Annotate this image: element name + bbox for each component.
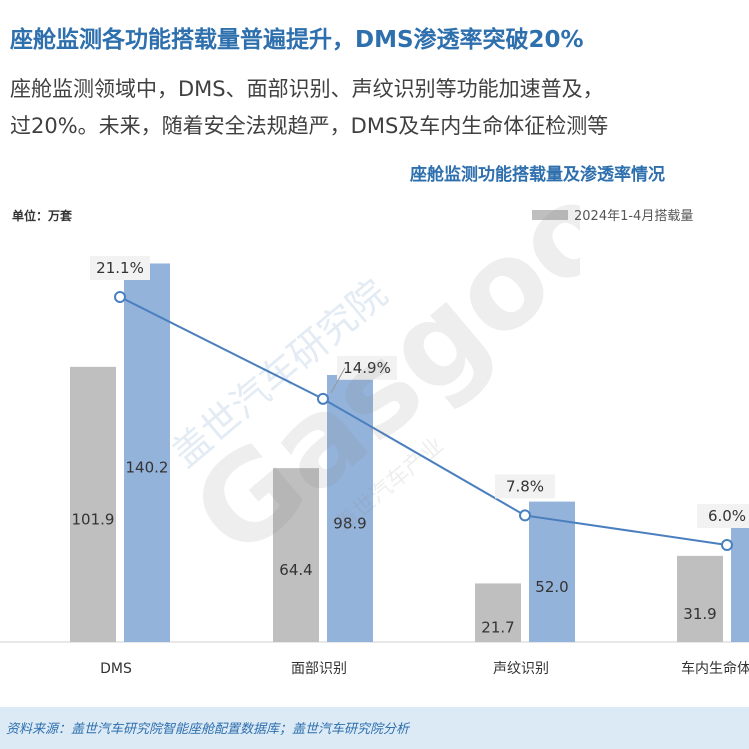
category-label-3: 车内生命体征 — [681, 660, 749, 677]
line-label-leader-1 — [330, 367, 346, 394]
bar-blue-3 — [731, 517, 749, 642]
bar-blue-2 — [529, 501, 575, 642]
penetration-line — [119, 296, 728, 546]
bar-gray-3 — [677, 555, 723, 642]
bar-blue-0 — [124, 263, 170, 642]
chart-title: 座舱监测功能搭载量及渗透率情况 — [410, 165, 665, 185]
footer: 资料来源：盖世汽车研究院智能座舱配置数据库；盖世汽车研究院分析 — [0, 707, 749, 749]
line-label-bg-2 — [495, 474, 555, 499]
line-label-1: 14.9% — [343, 359, 391, 377]
bar-gray-label-1: 64.4 — [279, 561, 312, 579]
headline: 座舱监测各功能搭载量普遍提升，DMS渗透率突破20% — [10, 27, 584, 53]
line-point-1 — [317, 392, 329, 405]
bar-blue-label-1: 98.9 — [333, 514, 366, 532]
legend-swatch-gray — [532, 209, 568, 220]
line-point-0 — [114, 291, 126, 303]
bar-gray-label-3: 31.9 — [683, 605, 716, 623]
line-point-2 — [519, 509, 531, 522]
bar-gray-1 — [273, 468, 319, 642]
line-label-bg-3 — [697, 504, 749, 528]
line-label-0: 21.1% — [96, 259, 144, 277]
category-label-2: 声纹识别 — [493, 661, 549, 677]
legend-label: 2024年1-4月搭载量 — [574, 209, 694, 224]
category-label-1: 面部识别 — [291, 661, 347, 677]
line-label-bg-1 — [337, 355, 397, 380]
line-label-3: 6.0% — [708, 507, 746, 525]
bar-gray-label-0: 101.9 — [72, 510, 115, 528]
line-label-2: 7.8% — [506, 477, 544, 495]
unit-label: 单位：万套 — [12, 209, 73, 223]
bar-blue-label-2: 52.0 — [535, 578, 568, 596]
bar-gray-2 — [475, 583, 521, 642]
bar-gray-0 — [70, 366, 116, 642]
bar-blue-1 — [327, 374, 373, 642]
line-label-bg-0 — [90, 256, 150, 280]
bar-blue-label-0: 140.2 — [126, 459, 169, 477]
source-note: 资料来源：盖世汽车研究院智能座舱配置数据库；盖世汽车研究院分析 — [6, 722, 410, 737]
legend: 2024年1-4月搭载量 — [532, 205, 693, 224]
line-point-3 — [721, 539, 733, 551]
lead-line-1: 座舱监测领域中，DMS、面部识别、声纹识别等功能加速普及， — [10, 77, 604, 101]
bar-gray-label-2: 21.7 — [481, 619, 514, 637]
lead-line-2: 过20%。未来，随着安全法规趋严，DMS及车内生命体征检测等 — [10, 114, 609, 138]
category-label-0: DMS — [100, 661, 132, 677]
